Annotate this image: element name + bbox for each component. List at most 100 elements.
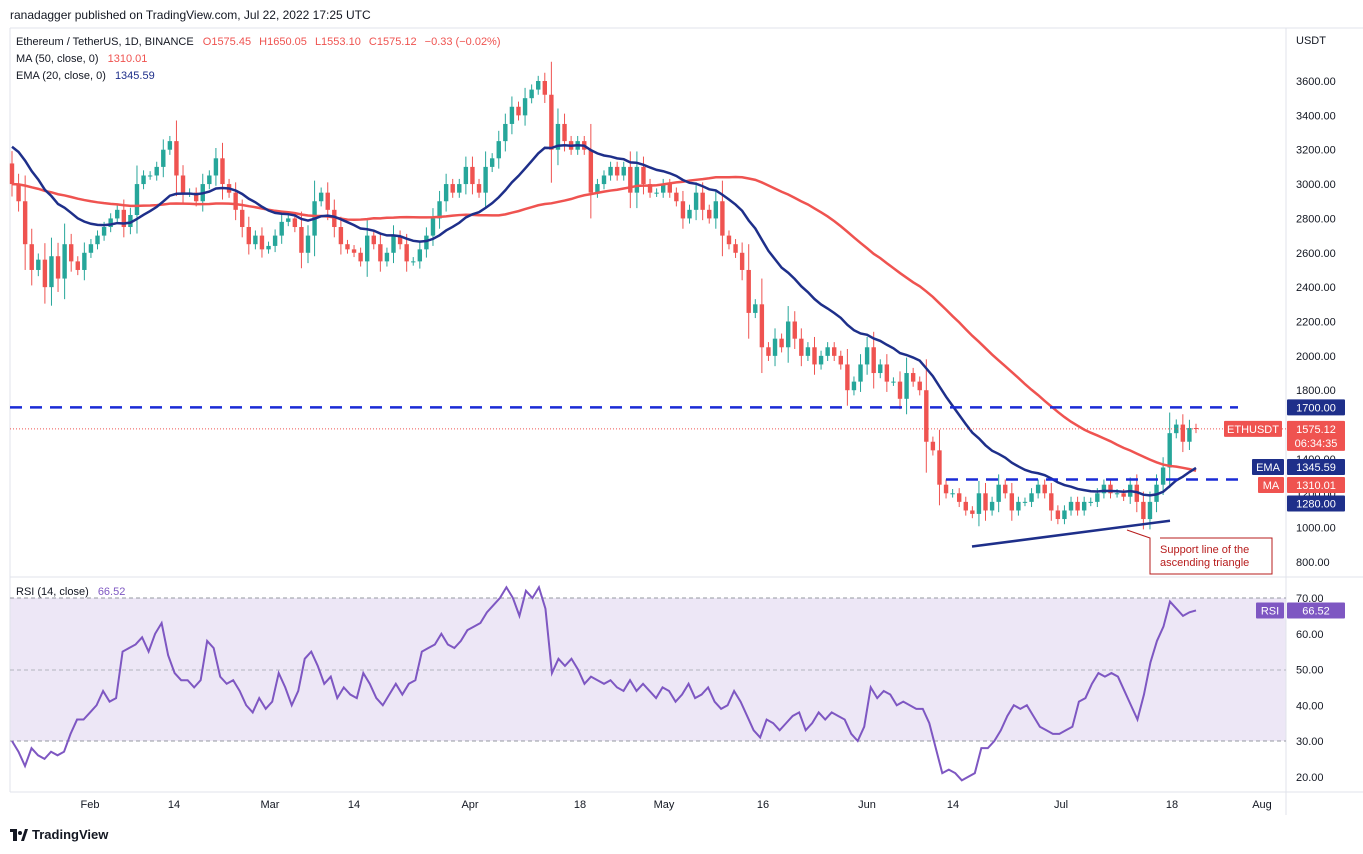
candle: [1088, 497, 1093, 507]
candle: [371, 230, 376, 250]
candle-body: [509, 106, 515, 124]
candle: [917, 376, 922, 396]
candle: [266, 241, 271, 254]
candle-body: [161, 149, 166, 167]
candle-body: [904, 373, 909, 399]
candle-body: [9, 163, 15, 185]
level-1700-tag-text: 1700.00: [1296, 402, 1336, 414]
candle-body: [424, 235, 429, 250]
candle: [1187, 419, 1192, 450]
candle-body: [1174, 424, 1179, 434]
candle: [661, 178, 666, 198]
candle: [115, 204, 120, 224]
candle: [772, 328, 778, 367]
candle-body: [542, 81, 547, 95]
candle: [411, 257, 416, 266]
candle: [555, 108, 561, 166]
candle-body: [207, 175, 212, 185]
candle: [82, 242, 87, 281]
candle: [147, 171, 153, 180]
candle: [753, 299, 758, 319]
annotation-line-2: ascending triangle: [1160, 557, 1249, 569]
candle-body: [654, 192, 659, 194]
candle: [1016, 496, 1021, 516]
candle-body: [174, 141, 179, 176]
countdown-tag-text: 06:34:35: [1295, 438, 1338, 450]
level-1700-tag: 1700.00: [1287, 399, 1345, 416]
candle: [522, 87, 528, 126]
time-tick-label: 14: [947, 799, 959, 811]
candle: [1081, 496, 1087, 516]
candle-body: [286, 218, 291, 222]
candle-body: [680, 201, 686, 219]
candle: [141, 170, 146, 190]
candle-body: [1095, 493, 1100, 502]
candle-body: [693, 192, 699, 210]
ma-legend[interactable]: MA (50, close, 0) 1310.01: [16, 53, 147, 65]
candle: [799, 328, 804, 367]
candle: [924, 359, 929, 473]
candle-body: [193, 192, 199, 202]
candle: [1035, 479, 1041, 499]
candle-body: [365, 235, 370, 262]
candle: [1003, 479, 1008, 499]
candle-body: [884, 364, 890, 382]
candle-body: [351, 249, 357, 253]
candle-body: [503, 123, 508, 142]
candle-body: [397, 235, 403, 245]
price-tick-label: 3400.00: [1296, 110, 1336, 122]
tradingview-footer[interactable]: TradingView: [10, 827, 108, 842]
candle: [476, 178, 482, 198]
ticker-tag: ETHUSDT: [1224, 420, 1282, 437]
price-axis-currency: USDT: [1296, 35, 1326, 47]
candle-body: [246, 227, 251, 245]
candle: [443, 173, 449, 212]
candle-body: [700, 192, 705, 210]
candle: [680, 190, 686, 229]
candle: [1042, 479, 1047, 499]
candle-body: [976, 493, 982, 514]
support-trendline: [971, 519, 1171, 548]
candle-body: [759, 304, 765, 348]
candle: [674, 187, 679, 207]
close-value: C1575.12: [368, 36, 417, 48]
candle: [1029, 488, 1034, 508]
candle-body: [266, 245, 271, 250]
rsi-tick-label: 30.00: [1296, 736, 1324, 748]
candle-body: [989, 501, 995, 511]
candle: [272, 229, 278, 253]
candle-body: [1042, 484, 1047, 494]
candle: [614, 161, 620, 181]
rsi-value-tag-text: 66.52: [1302, 605, 1330, 617]
candle-body: [1160, 467, 1166, 485]
candle: [397, 230, 403, 250]
candle-body: [29, 244, 34, 270]
candle-body: [338, 227, 344, 245]
candle-body: [562, 123, 567, 142]
candle-body: [713, 201, 719, 219]
candle-body: [641, 166, 646, 185]
candle: [904, 357, 909, 415]
candle-body: [845, 364, 850, 391]
candle-body: [496, 141, 501, 159]
candle-body: [345, 244, 350, 250]
candle-body: [812, 347, 817, 365]
candle-body: [417, 249, 423, 262]
rsi-legend[interactable]: RSI (14, close) 66.52: [16, 586, 125, 598]
ema-legend[interactable]: EMA (20, close, 0) 1345.59: [16, 70, 155, 82]
candle-body: [766, 347, 771, 356]
candle: [305, 225, 311, 264]
candle: [450, 178, 455, 198]
candle: [279, 213, 284, 244]
candle-body: [318, 192, 324, 202]
candle-body: [661, 184, 666, 193]
candle-body: [634, 166, 640, 193]
candle: [963, 496, 968, 516]
candle-body: [1121, 493, 1126, 497]
candle-body: [1035, 484, 1041, 494]
candle: [957, 488, 962, 508]
candle: [384, 247, 390, 267]
symbol-title[interactable]: Ethereum / TetherUS, 1D, BINANCE: [16, 36, 194, 48]
candle: [542, 72, 547, 103]
candle-body: [457, 184, 462, 193]
